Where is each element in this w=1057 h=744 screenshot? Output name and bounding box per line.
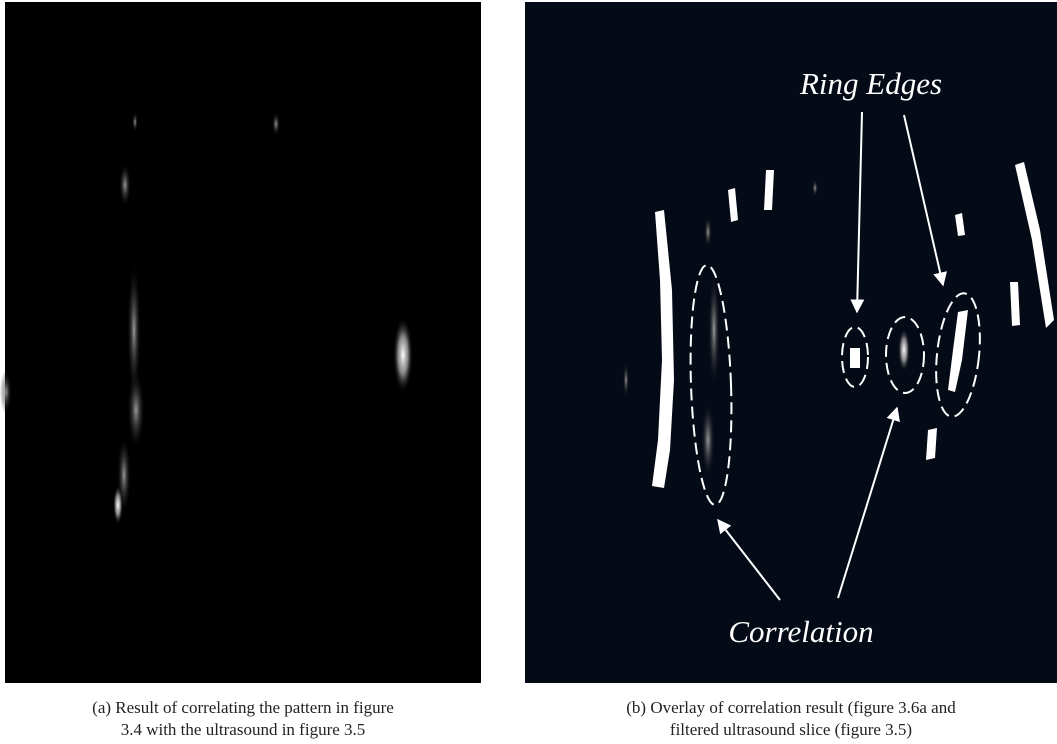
panel-b-image: Ring Edges Correlation <box>525 2 1057 683</box>
annotation: Ring Edges <box>799 66 942 101</box>
panel-a-image <box>0 2 481 683</box>
page: {"figure": { "panels": [ {"caption_lines… <box>0 0 1057 744</box>
caption: (a) Result of correlating the pattern in… <box>92 698 394 717</box>
caption: filtered ultrasound slice (figure 3.5) <box>670 720 912 739</box>
caption: (b) Overlay of correlation result (figur… <box>626 698 956 717</box>
figure: Ring Edges Correlation (a) Result of cor… <box>0 0 1057 744</box>
caption: 3.4 with the ultrasound in figure 3.5 <box>121 720 366 739</box>
annotation: Correlation <box>728 614 873 649</box>
